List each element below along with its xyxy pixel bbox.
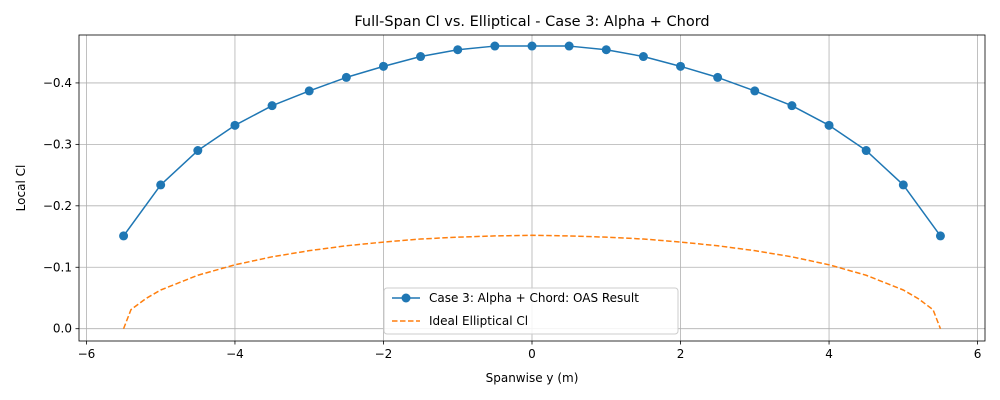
data-point [490,41,500,51]
x-tick-label: 2 [677,347,685,361]
data-point [416,52,426,62]
data-point [898,180,908,190]
legend: Case 3: Alpha + Chord: OAS Result Ideal … [383,287,679,335]
data-point [378,61,388,71]
series-line-1 [122,234,942,329]
legend-marker-oas [401,293,411,303]
x-tick-label: 4 [825,347,833,361]
data-point [453,45,463,55]
series-layer [119,41,945,329]
data-point [824,120,834,130]
y-tick-label: −0.3 [43,137,72,151]
x-axis-label: Spanwise y (m) [486,371,579,385]
data-point [341,72,351,82]
x-tick-label: −2 [375,347,393,361]
y-tick-label: −0.2 [43,199,72,213]
grid [79,35,985,341]
data-point [230,120,240,130]
data-point [676,61,686,71]
ticks: −6 −4 −2 0 2 4 6 0.0 −0.1 −0.2 −0.3 −0.4 [43,76,982,361]
data-point [304,86,314,96]
y-axis-label: Local Cl [14,165,28,212]
data-point [713,72,723,82]
y-tick-label: 0.0 [53,322,72,336]
data-point [156,180,166,190]
data-point [750,86,760,96]
data-point [119,231,129,241]
data-point [267,101,277,111]
chart-title: Full-Span Cl vs. Elliptical - Case 3: Al… [354,14,709,30]
legend-box [383,287,679,335]
x-tick-label: 6 [974,347,982,361]
data-point [193,146,203,156]
x-tick-label: −4 [226,347,244,361]
data-point [638,52,648,62]
data-point [861,146,871,156]
data-point [564,41,574,51]
legend-label-elliptical: Ideal Elliptical Cl [429,314,528,328]
data-point [787,101,797,111]
data-point [935,231,945,241]
data-point [527,41,537,51]
y-tick-label: −0.4 [43,76,72,90]
x-tick-label: 0 [528,347,536,361]
x-tick-label: −6 [78,347,96,361]
legend-label-oas: Case 3: Alpha + Chord: OAS Result [429,291,639,305]
y-tick-label: −0.1 [43,260,72,274]
data-point [601,45,611,55]
